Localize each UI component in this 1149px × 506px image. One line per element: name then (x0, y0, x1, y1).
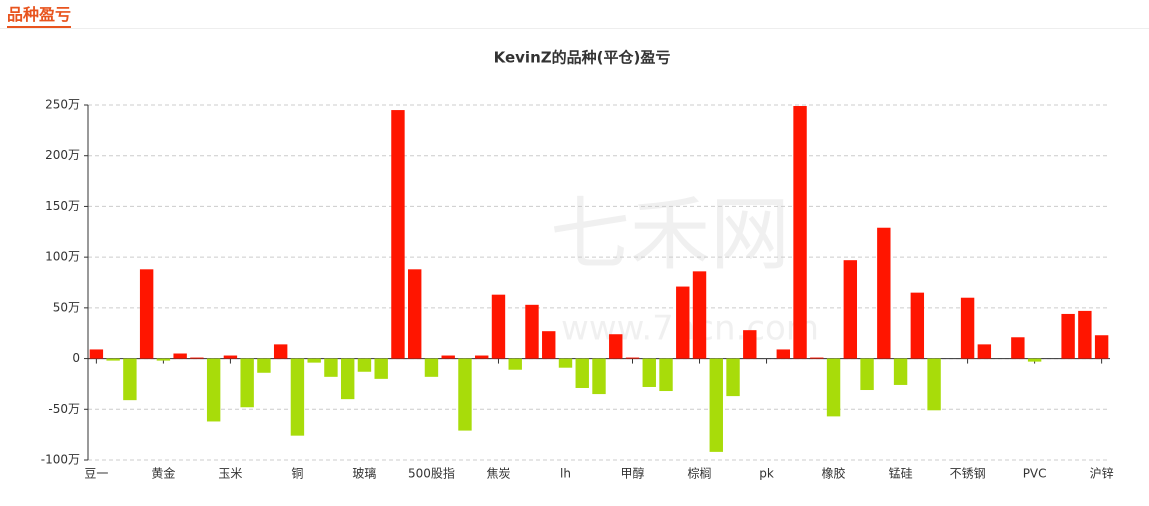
bar (893, 358, 908, 385)
bar (391, 110, 405, 359)
x-tick-label: lh (560, 467, 571, 481)
bar (475, 355, 489, 359)
bar (810, 357, 824, 359)
bar (960, 297, 975, 359)
bar (793, 106, 807, 359)
bar (307, 358, 321, 363)
x-tick-label: 玉米 (218, 467, 242, 481)
y-tick-label: 50万 (53, 300, 80, 314)
y-tick-label: -100万 (41, 453, 80, 467)
bar (776, 349, 790, 359)
bar (374, 358, 388, 379)
y-tick-label: -50万 (48, 402, 80, 416)
bar (609, 334, 623, 359)
bar (1094, 335, 1109, 359)
watermark: www.7hcn.com (561, 309, 819, 349)
section-header: 品种盈亏 (7, 4, 72, 28)
x-tick-label: pk (759, 467, 774, 481)
x-tick-label: 棕榈 (688, 466, 712, 481)
x-tick-label: 豆一 (84, 467, 108, 481)
bar (123, 358, 137, 401)
x-tick-label: 不锈钢 (950, 467, 986, 481)
bar (273, 344, 288, 359)
bar (89, 349, 104, 359)
bar (592, 358, 606, 395)
x-tick-label: 橡胶 (822, 466, 846, 481)
y-tick-label: 200万 (45, 148, 80, 162)
bar (525, 304, 539, 359)
bar (692, 271, 707, 359)
bar (206, 358, 221, 422)
x-tick-label: 黄金 (151, 466, 175, 481)
bar (491, 294, 506, 359)
bar (709, 358, 723, 452)
bar (458, 358, 472, 431)
y-tick-label: 250万 (45, 98, 80, 112)
bar (324, 358, 338, 377)
bar (257, 358, 271, 373)
bar (1061, 313, 1075, 359)
bar (156, 358, 171, 361)
bar (743, 330, 757, 359)
bar (927, 358, 941, 411)
bar (240, 358, 254, 408)
y-tick-label: 100万 (45, 250, 80, 264)
bar (173, 353, 187, 359)
chart-title: KevinZ的品种(平仓)盈亏 (494, 49, 671, 67)
x-tick-label: 焦炭 (486, 467, 510, 481)
bar (408, 269, 422, 359)
bar (290, 358, 305, 436)
x-tick-label: 沪锌 (1090, 467, 1114, 481)
bar (659, 358, 673, 392)
bar (223, 355, 238, 359)
bar (1078, 310, 1092, 359)
bar (139, 269, 154, 359)
x-tick-label: 甲醇 (621, 466, 645, 481)
x-tick-label: PVC (1023, 467, 1047, 481)
bar (642, 358, 656, 387)
y-tick-label: 0 (72, 351, 80, 365)
bar (826, 358, 841, 417)
bar (1011, 337, 1025, 359)
bar (877, 227, 891, 359)
divider (0, 28, 1149, 29)
bar (508, 358, 522, 370)
bar (1027, 358, 1042, 362)
bar (357, 358, 372, 372)
bar (558, 358, 573, 368)
bar (625, 357, 640, 359)
bar (860, 358, 874, 391)
watermark: 七禾网 (550, 188, 790, 281)
bar (340, 358, 355, 400)
x-tick-label: 铜 (291, 466, 303, 481)
bar (575, 358, 589, 388)
bar (910, 292, 925, 359)
bar (843, 260, 858, 359)
x-tick-label: 500股指 (408, 466, 455, 481)
bar (676, 286, 690, 359)
bar (106, 358, 120, 361)
bar (542, 331, 556, 359)
bar (424, 358, 439, 377)
bar (726, 358, 740, 397)
bar (977, 344, 992, 359)
bar (190, 357, 204, 359)
y-tick-label: 150万 (45, 199, 80, 213)
x-tick-label: 锰硅 (889, 466, 913, 481)
x-tick-label: 玻璃 (352, 467, 376, 481)
bar (441, 355, 455, 359)
